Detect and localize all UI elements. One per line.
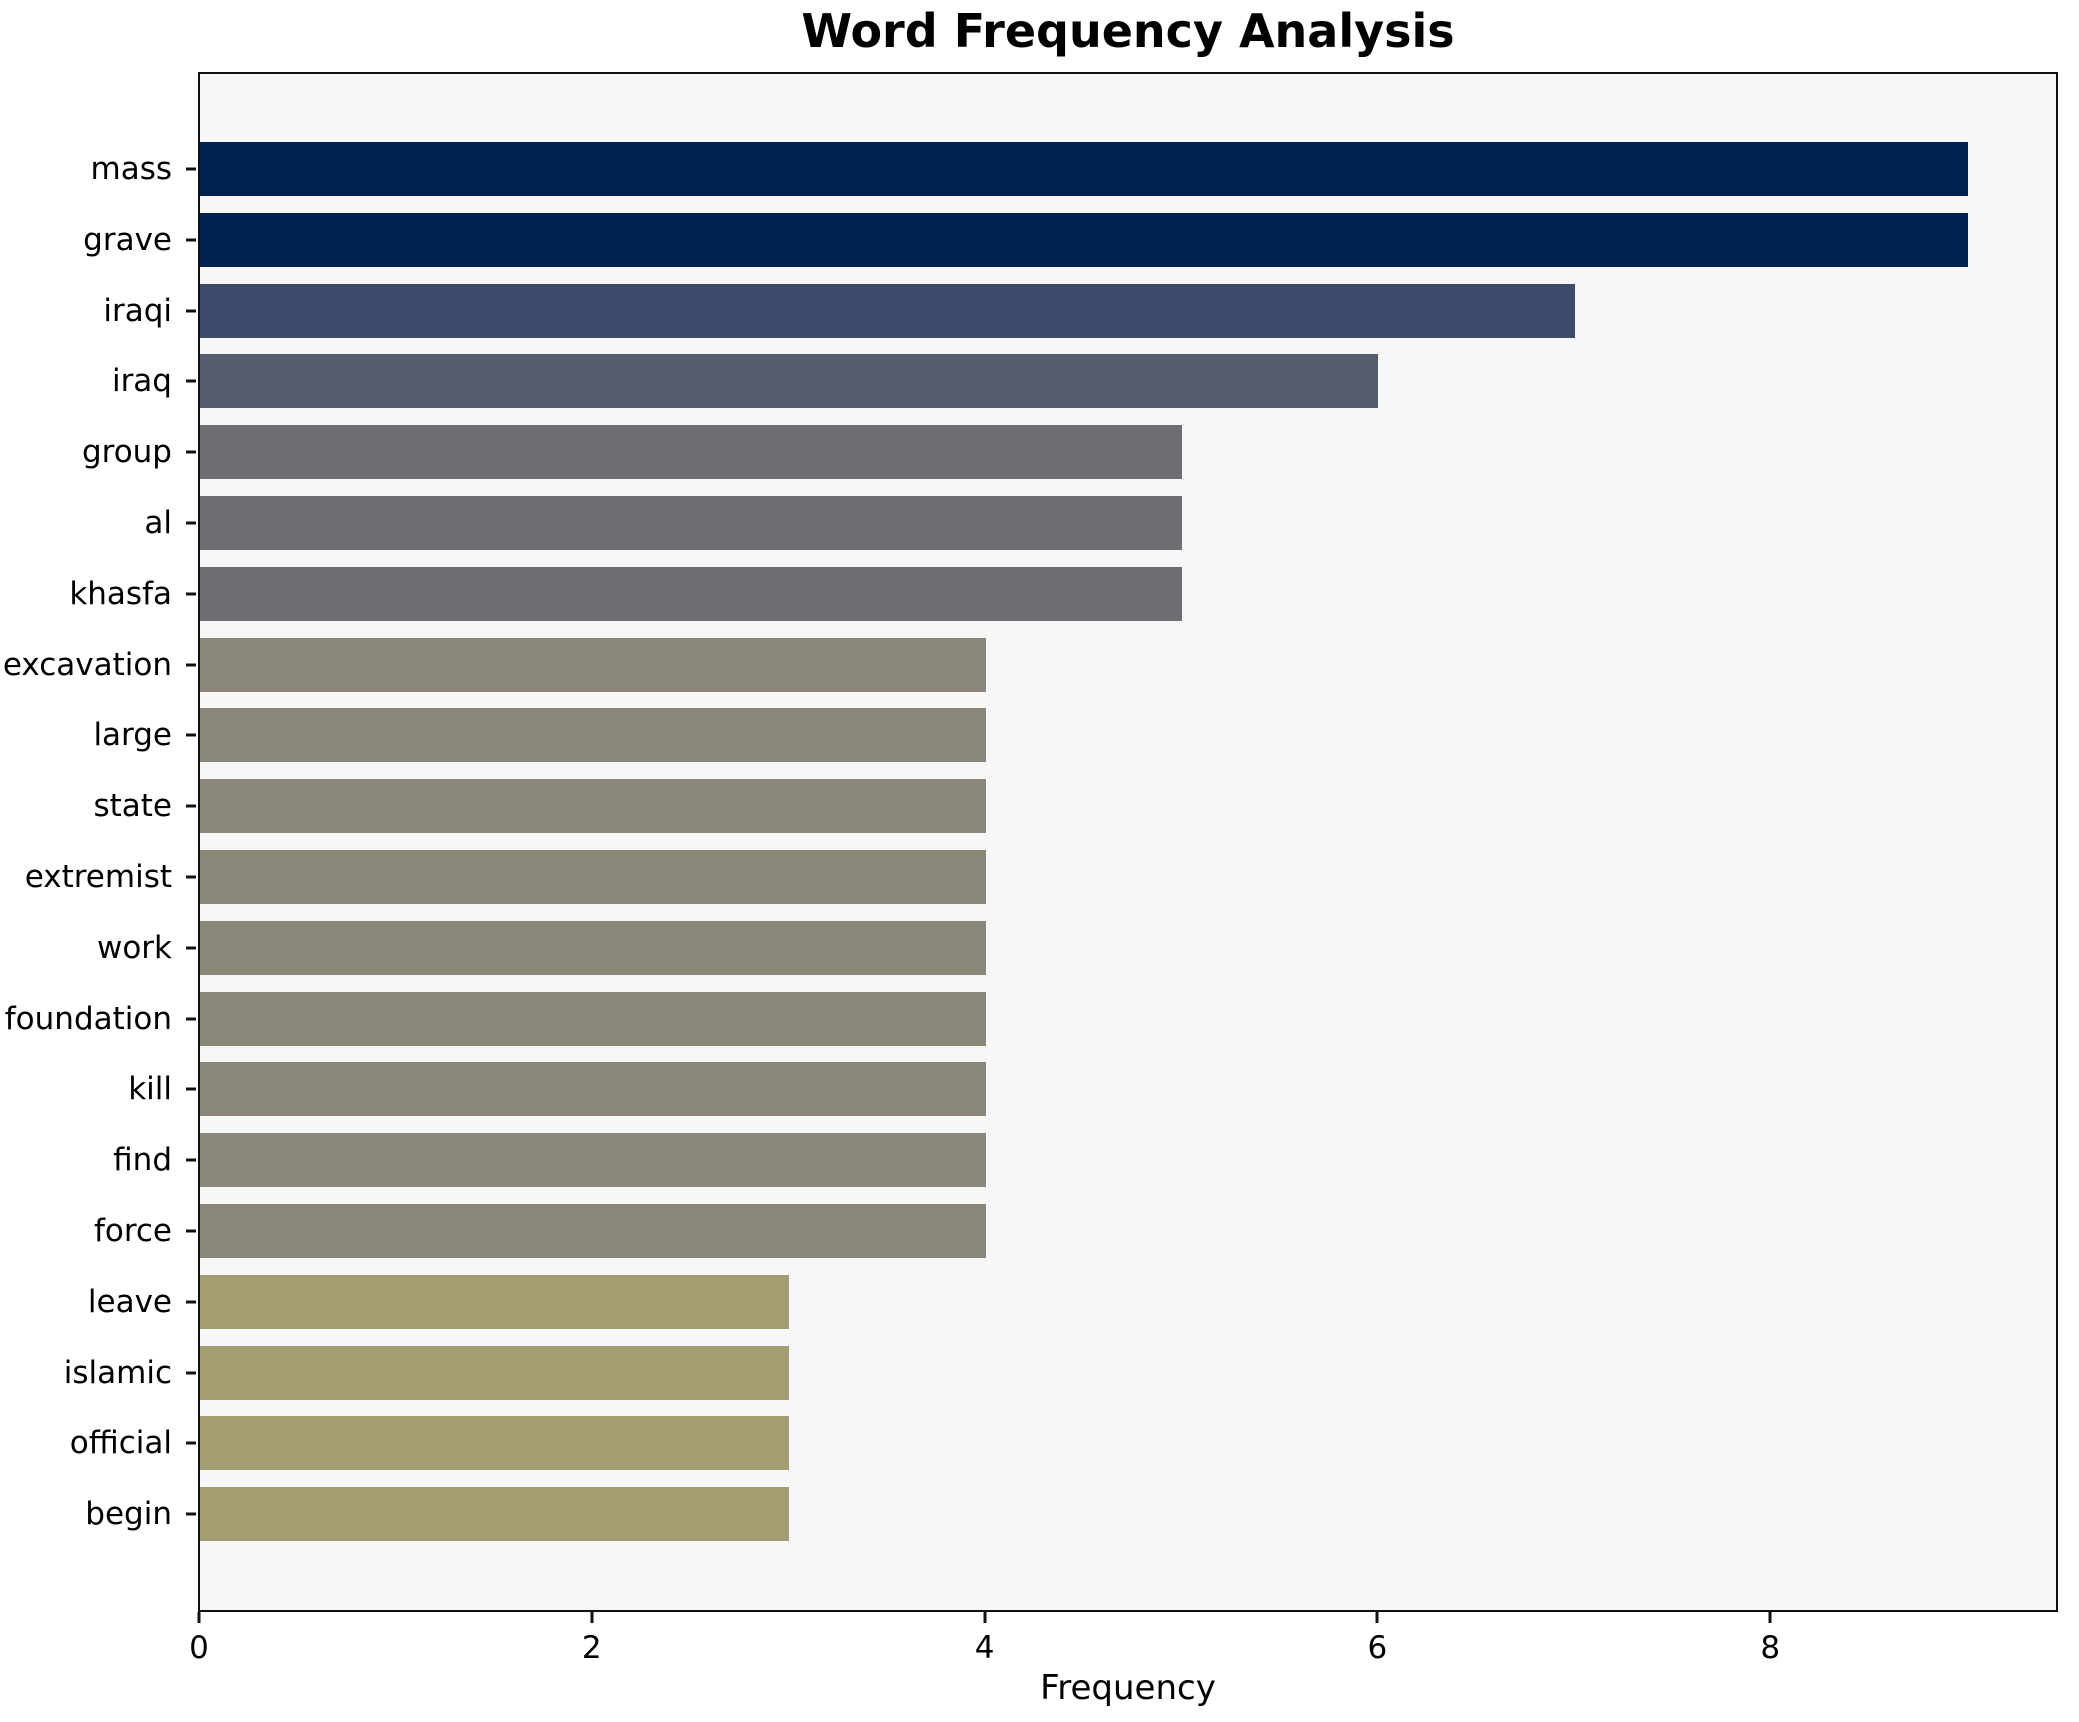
- y-tick-label-state: state: [93, 788, 172, 825]
- y-tick-mark: [186, 1229, 196, 1233]
- bar-find: [200, 1133, 986, 1188]
- y-tick-label-islamic: islamic: [63, 1354, 172, 1391]
- y-tick-label-work: work: [96, 929, 172, 966]
- y-tick-label-foundation: foundation: [4, 1000, 172, 1037]
- y-axis: mass grave iraqi iraq group al khasfa excavatio…: [0, 72, 198, 1612]
- y-tick-label-iraq: iraq: [111, 363, 172, 400]
- y-tick-mark: [186, 946, 196, 950]
- bar-work: [200, 920, 986, 975]
- bar-official: [200, 1416, 790, 1471]
- x-tick-mark: [197, 1612, 201, 1623]
- x-tick-mark: [1768, 1612, 1772, 1623]
- y-tick-mark: [186, 1512, 196, 1516]
- y-tick-mark: [186, 1300, 196, 1304]
- x-axis-label: Frequency: [1040, 1668, 1216, 1708]
- bar-leave: [200, 1274, 790, 1329]
- x-tick-label-8: 8: [1760, 1630, 1781, 1666]
- bar-excavation: [200, 637, 986, 692]
- bar-grave: [200, 212, 1968, 267]
- y-tick-mark: [186, 804, 196, 808]
- y-tick-label-iraqi: iraqi: [103, 292, 172, 329]
- y-tick-label-leave: leave: [87, 1283, 172, 1320]
- bar-islamic: [200, 1345, 790, 1400]
- y-tick-label-official: official: [69, 1425, 172, 1462]
- x-tick-label-0: 0: [189, 1630, 209, 1666]
- y-tick-label-find: find: [113, 1142, 172, 1179]
- y-tick-label-group: group: [81, 434, 172, 471]
- bar-large: [200, 708, 986, 763]
- chart-title: Word Frequency Analysis: [801, 4, 1455, 58]
- y-tick-mark: [186, 309, 196, 313]
- bar-foundation: [200, 991, 986, 1046]
- y-tick-mark: [186, 1371, 196, 1375]
- y-tick-label-grave: grave: [83, 221, 172, 258]
- y-tick-label-kill: kill: [128, 1071, 172, 1108]
- bar-iraqi: [200, 283, 1575, 338]
- x-tick-mark: [983, 1612, 987, 1623]
- x-tick-mark: [1375, 1612, 1379, 1623]
- bar-khasfa: [200, 566, 1182, 621]
- y-tick-mark: [186, 1017, 196, 1021]
- y-tick-mark: [186, 167, 196, 171]
- y-tick-mark: [186, 1087, 196, 1091]
- y-tick-label-excavation: excavation: [2, 646, 172, 683]
- bar-begin: [200, 1487, 790, 1542]
- y-tick-mark: [186, 733, 196, 737]
- x-axis: 0 2 4 6 8: [189, 1612, 2058, 1682]
- bar-force: [200, 1204, 986, 1258]
- y-tick-label-khasfa: khasfa: [69, 575, 172, 612]
- y-tick-label-al: al: [144, 505, 172, 541]
- bar-mass: [200, 142, 1968, 196]
- bar-kill: [200, 1062, 986, 1117]
- bar-state: [200, 779, 986, 834]
- y-tick-label-mass: mass: [90, 151, 173, 187]
- y-tick-label-large: large: [93, 717, 172, 754]
- x-tick-label-4: 4: [974, 1630, 995, 1666]
- bar-al: [200, 496, 1182, 550]
- y-tick-label-begin: begin: [85, 1496, 172, 1533]
- y-tick-label-extremist: extremist: [24, 859, 172, 895]
- y-tick-mark: [186, 875, 196, 879]
- y-tick-mark: [186, 521, 196, 525]
- plot-area: [198, 72, 2058, 1612]
- y-tick-mark: [186, 1441, 196, 1445]
- x-tick-mark: [590, 1612, 594, 1623]
- y-tick-mark: [186, 238, 196, 242]
- y-tick-mark: [186, 663, 196, 667]
- bar-extremist: [200, 850, 986, 904]
- y-tick-mark: [186, 1158, 196, 1162]
- x-tick-label-6: 6: [1367, 1630, 1388, 1666]
- y-tick-mark: [186, 450, 196, 454]
- bar-iraq: [200, 354, 1379, 409]
- y-tick-mark: [186, 592, 196, 596]
- x-tick-label-2: 2: [581, 1630, 602, 1666]
- y-tick-label-force: force: [93, 1213, 172, 1249]
- y-tick-mark: [186, 379, 196, 383]
- bar-group: [200, 425, 1182, 480]
